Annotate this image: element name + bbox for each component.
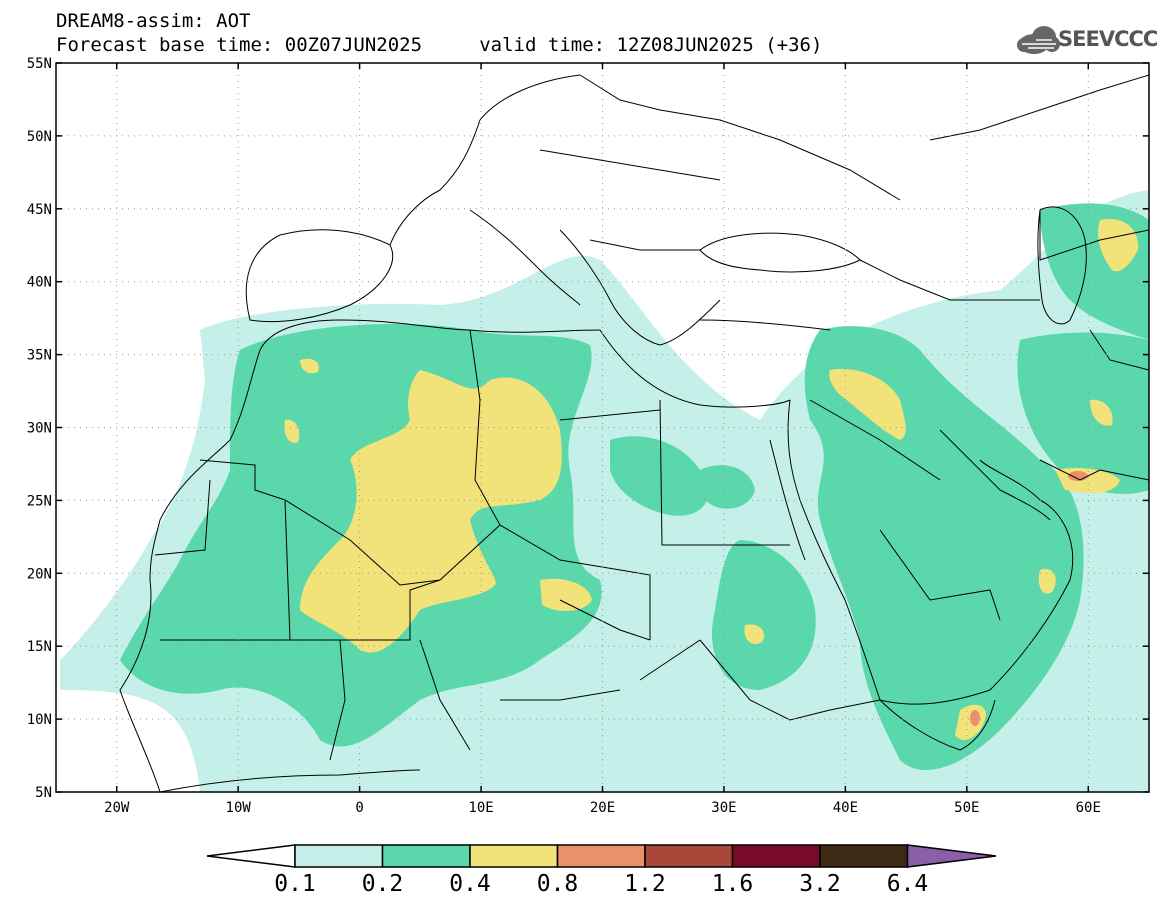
coastlines bbox=[119, 74, 1149, 792]
lat-tick-label: 40N bbox=[27, 275, 52, 291]
colorbar-label: 0.8 bbox=[537, 871, 579, 897]
colorbar-segment bbox=[469, 844, 559, 868]
lon-tick-label: 10W bbox=[226, 800, 252, 816]
colorbar-label: 1.6 bbox=[712, 871, 754, 897]
lon-tick-label: 60E bbox=[1076, 800, 1101, 816]
colorbar-label: 1.2 bbox=[624, 871, 666, 897]
lon-tick-label: 40E bbox=[833, 800, 858, 816]
colorbar-label: 0.2 bbox=[362, 871, 404, 897]
aot-band-0.4-0.8 bbox=[284, 219, 1139, 740]
lon-tick-label: 20W bbox=[104, 800, 130, 816]
colorbar-segment bbox=[294, 844, 384, 868]
lat-tick-label: 45N bbox=[27, 202, 52, 218]
lat-tick-label: 50N bbox=[27, 129, 52, 145]
lat-tick-label: 35N bbox=[27, 348, 52, 364]
colorbar-segment bbox=[731, 844, 821, 868]
lon-tick-label: 30E bbox=[711, 800, 736, 816]
lat-tick-label: 20N bbox=[27, 566, 52, 582]
lat-tick-label: 55N bbox=[27, 56, 52, 72]
forecast-times: Forecast base time: 00Z07JUN2025 valid t… bbox=[56, 34, 823, 56]
colorbar-segment bbox=[819, 844, 909, 868]
colorbar-over-arrow bbox=[906, 844, 997, 868]
lat-tick-label: 10N bbox=[27, 712, 52, 728]
longitude-axis: 20W 10W 0 10E 20E 30E 40E 50E 60E bbox=[104, 63, 1101, 816]
colorbar-label: 0.4 bbox=[449, 871, 491, 897]
map-title: DREAM8-assim: AOT bbox=[56, 10, 251, 32]
colorbar: 0.1 0.2 0.4 0.8 1.2 1.6 3.2 6.4 bbox=[206, 844, 997, 897]
lat-tick-label: 25N bbox=[27, 493, 52, 509]
aot-field bbox=[60, 190, 1149, 792]
latitude-axis: 55N 50N 45N 40N 35N 30N 25N 20N 15N 10N 5N bbox=[27, 56, 1149, 801]
lon-tick-label: 10E bbox=[468, 800, 493, 816]
colorbar-label: 0.1 bbox=[274, 871, 316, 897]
lon-tick-label: 20E bbox=[590, 800, 615, 816]
colorbar-label: 6.4 bbox=[887, 871, 929, 897]
lon-tick-label: 0 bbox=[355, 800, 363, 816]
colorbar-segment bbox=[644, 844, 734, 868]
colorbar-segment bbox=[556, 844, 646, 868]
cloud-icon bbox=[1017, 26, 1060, 54]
colorbar-segment bbox=[381, 844, 471, 868]
colorbar-under-arrow bbox=[206, 844, 296, 868]
lat-tick-label: 30N bbox=[27, 421, 52, 437]
logo-text: SEEVCCC bbox=[1058, 27, 1158, 51]
colorbar-label: 3.2 bbox=[799, 871, 841, 897]
graticule bbox=[56, 63, 1149, 792]
lat-tick-label: 5N bbox=[35, 785, 52, 801]
lon-tick-label: 50E bbox=[954, 800, 979, 816]
lat-tick-label: 15N bbox=[27, 639, 52, 655]
